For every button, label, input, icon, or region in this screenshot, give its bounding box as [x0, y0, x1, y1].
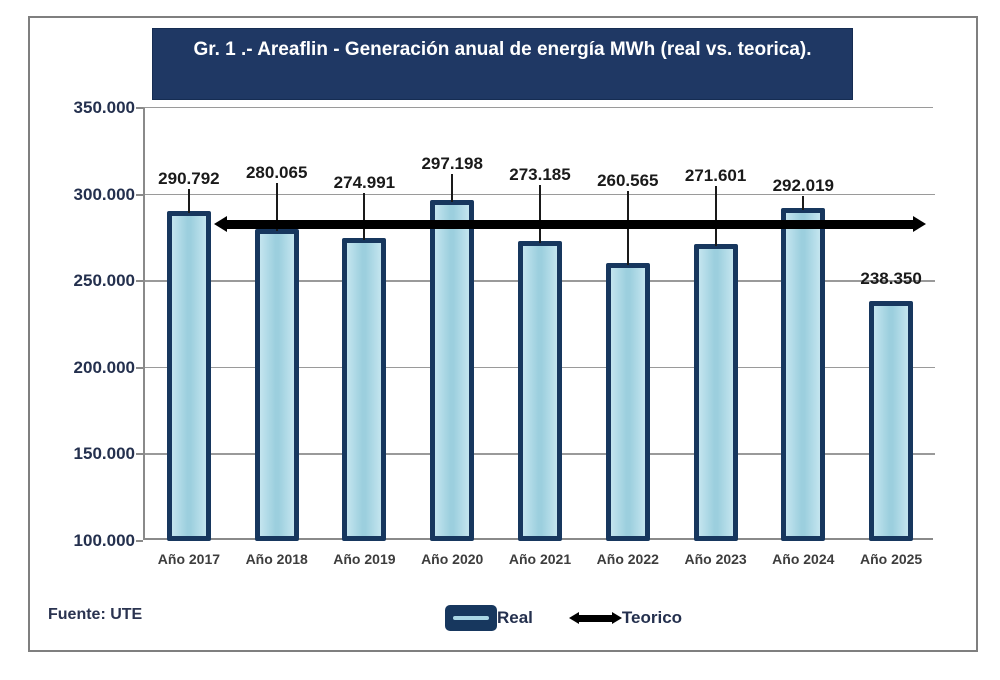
y-axis-tick: [136, 280, 143, 283]
x-axis-label: Año 2021: [508, 551, 572, 567]
teorico-line-left-arrow-icon: [213, 216, 227, 232]
teorico-line-right-arrow-icon: [912, 216, 926, 232]
x-axis-label: Año 2019: [333, 551, 396, 567]
source-note: Fuente: UTE: [48, 606, 143, 623]
x-axis-label: Año 2020: [421, 551, 484, 567]
bar: [869, 301, 914, 541]
bar: [605, 262, 650, 541]
plot-area: 350.000 300.000 250.000 200.000 150.000 100.0…: [74, 98, 935, 567]
teorico-line: [225, 219, 914, 229]
x-axis-label: Año 2024: [772, 551, 835, 567]
y-axis-tick: [136, 107, 143, 109]
value-label-leader-line: [187, 189, 190, 213]
value-label-leader-line: [275, 183, 278, 232]
y-axis-label: 200.000: [73, 357, 135, 377]
bar: [166, 210, 211, 541]
bar-value-label: 273.185: [509, 165, 571, 184]
y-axis-tick: [136, 540, 143, 542]
y-axis-label: 100.000: [73, 531, 135, 550]
bar-value-label: 297.198: [421, 154, 483, 173]
bar: [430, 199, 475, 541]
value-label-leader-line: [363, 193, 366, 240]
y-axis-tick: [136, 366, 143, 369]
x-axis-label: Año 2023: [684, 551, 747, 567]
bar-value-label: 290.792: [158, 169, 220, 188]
x-axis-label: Año 2022: [596, 551, 659, 567]
chart-frame: Gr. 1 .- Areaflin - Generación anual de …: [28, 16, 978, 652]
bar: [254, 229, 299, 541]
y-axis-tick: [136, 193, 143, 196]
bar-value-label: 271.601: [684, 166, 747, 185]
real-swatch-line: [453, 616, 489, 620]
bar-value-label: 260.565: [597, 171, 659, 190]
value-label-leader-line: [451, 174, 454, 202]
y-axis-tick: [136, 453, 143, 456]
chart-title: Gr. 1 .- Areaflin - Generación anual de …: [152, 28, 853, 100]
real-bar-swatch-icon: [445, 605, 497, 631]
y-axis-label: 350.000: [73, 98, 135, 117]
teorico-line-swatch-icon: [568, 612, 622, 624]
legend-teorico-label: Teorico: [621, 608, 683, 627]
bar-value-label: 292.019: [772, 176, 835, 195]
bar: [781, 208, 826, 541]
y-axis-label: 300.000: [73, 184, 135, 204]
bar-value-label: 280.065: [245, 163, 308, 182]
bar-value-label: 238.350: [860, 269, 922, 288]
bar: [693, 243, 738, 541]
x-axis-label: Año 2017: [157, 551, 221, 567]
legend: Real Teorico: [445, 603, 682, 633]
y-axis-label: 250.000: [73, 271, 135, 291]
value-label-leader-line: [714, 186, 717, 246]
bar: [518, 241, 562, 541]
bar-value-label: 274.991: [333, 173, 396, 192]
y-axis-label: 150.000: [73, 444, 135, 464]
value-label-leader-line: [539, 185, 541, 243]
bar: [342, 237, 387, 541]
x-axis-label: Año 2025: [859, 551, 923, 567]
legend-real-label: Real: [497, 608, 533, 627]
x-axis-label: Año 2018: [245, 551, 308, 567]
value-label-leader-line: [802, 196, 805, 211]
